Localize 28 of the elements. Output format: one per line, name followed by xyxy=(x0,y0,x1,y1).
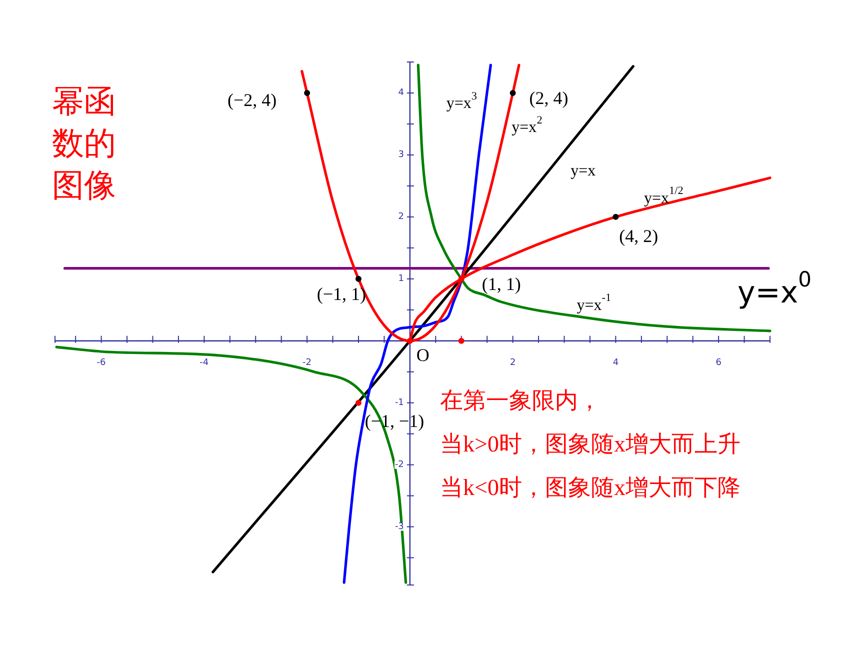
data-label: (4, 2) xyxy=(619,226,658,246)
x-tick-label: 2 xyxy=(510,358,516,368)
y-tick-label: 4 xyxy=(398,88,404,98)
data-label: (1, 1) xyxy=(482,274,521,294)
x-tick-label: -6 xyxy=(96,358,106,368)
y-tick-label: 2 xyxy=(398,212,404,222)
y-tick-label: 3 xyxy=(398,150,404,160)
x-tick-label: -4 xyxy=(200,358,209,368)
series-label: y=x xyxy=(570,162,596,179)
series-label: y=x$^{2}$ xyxy=(512,114,542,136)
y-tick-label: -2 xyxy=(394,460,404,470)
series-label: y=x$^{3}$ xyxy=(446,90,478,112)
annotation: 在第一象限内， xyxy=(440,388,601,413)
x-tick-label: 4 xyxy=(612,358,619,368)
data-label: O xyxy=(416,344,430,365)
annotation: 当k>0时，图象随x增大而上升 xyxy=(440,432,740,456)
x-tick-label: -2 xyxy=(302,358,312,368)
text: 幂函数的图像 xyxy=(52,81,117,206)
y-tick-label: -1 xyxy=(394,398,404,408)
series-label: y=x$^{0}$ xyxy=(737,268,812,310)
data-label: (−2, 4) xyxy=(227,90,277,110)
series-label: y=x$^{1/2}$ xyxy=(644,185,684,206)
x-tick-label: 6 xyxy=(716,358,722,368)
data-label: (2, 4) xyxy=(529,88,568,108)
y-tick-label: -3 xyxy=(394,522,404,532)
y-tick-label: 1 xyxy=(398,274,404,284)
data-label: (−1, 1) xyxy=(316,284,366,304)
annotation: 当k<0时，图象随x增大而下降 xyxy=(440,475,740,500)
